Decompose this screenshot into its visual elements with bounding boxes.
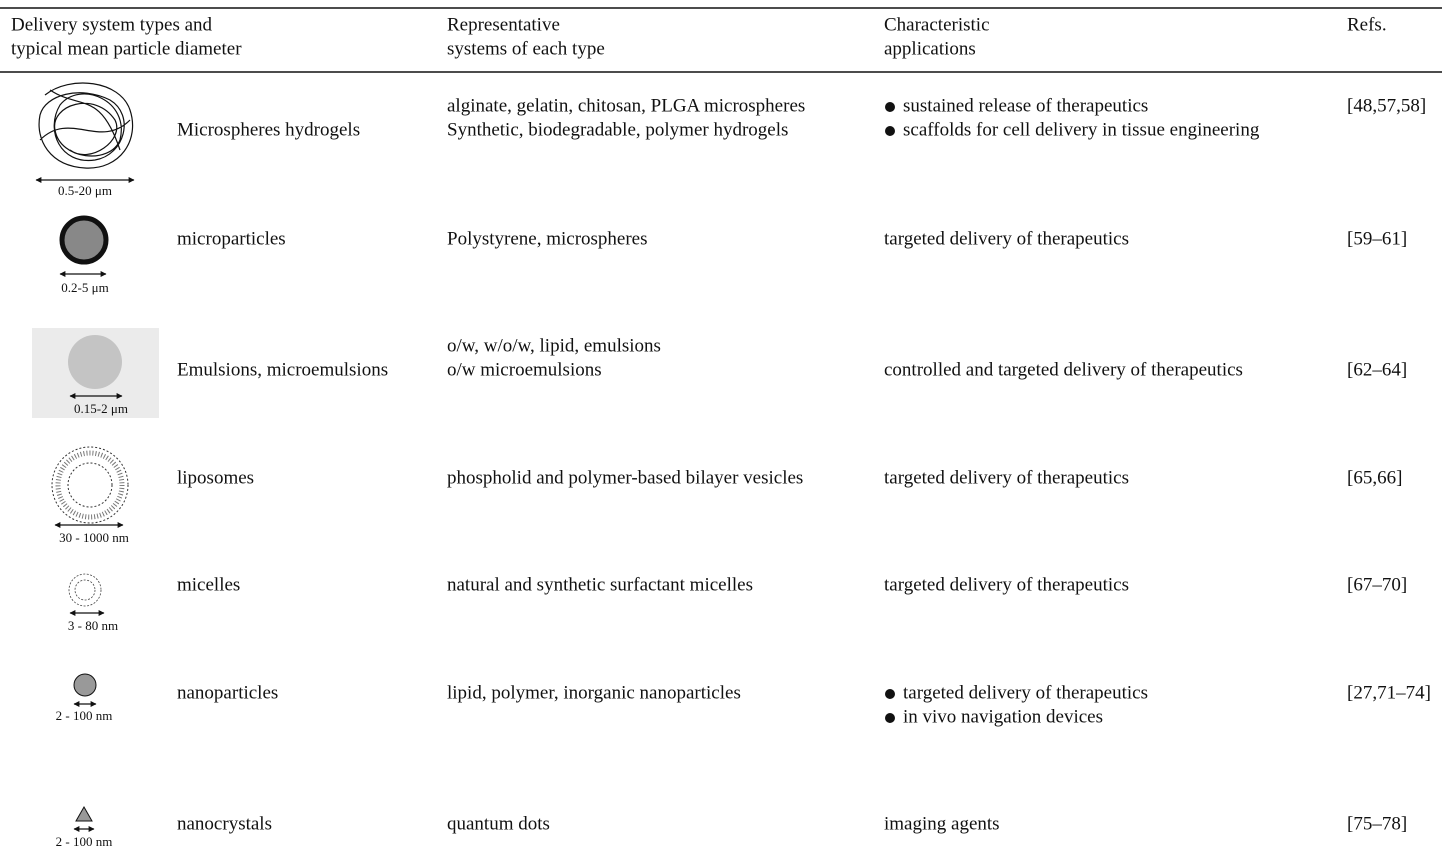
system-example: Polystyrene, microspheres bbox=[447, 228, 648, 249]
system-type: Microspheres hydrogels bbox=[177, 119, 360, 140]
icon-emulsion bbox=[32, 328, 159, 418]
system-example: o/w microemulsions bbox=[447, 359, 602, 380]
refs: [27,71–74] bbox=[1347, 682, 1431, 703]
system-example: o/w, w/o/w, lipid, emulsions bbox=[447, 335, 661, 356]
size-label: 0.5-20 μm bbox=[58, 183, 112, 198]
icon-liposome bbox=[51, 446, 129, 528]
application: targeted delivery of therapeutics bbox=[884, 228, 1129, 249]
system-type: micelles bbox=[177, 574, 240, 595]
system-type: Emulsions, microemulsions bbox=[177, 359, 388, 380]
system-example: Synthetic, biodegradable, polymer hydrog… bbox=[447, 119, 788, 140]
application: scaffolds for cell delivery in tissue en… bbox=[903, 119, 1260, 140]
bullet bbox=[885, 102, 895, 112]
header-text: typical mean particle diameter bbox=[11, 38, 242, 59]
system-type: liposomes bbox=[177, 467, 254, 488]
icon-nanocrystal bbox=[73, 805, 95, 832]
system-type: nanoparticles bbox=[177, 682, 278, 703]
application: targeted delivery of therapeutics bbox=[903, 682, 1148, 703]
size-label: 0.2-5 μm bbox=[61, 280, 108, 295]
icon-microparticle bbox=[59, 215, 109, 277]
bullet bbox=[885, 689, 895, 699]
refs: [67–70] bbox=[1347, 574, 1407, 595]
icon-nanoparticle bbox=[73, 673, 97, 707]
header-text: systems of each type bbox=[447, 38, 605, 59]
system-type: microparticles bbox=[177, 228, 286, 249]
system-type: nanocrystals bbox=[177, 813, 272, 834]
system-example: phospholid and polymer-based bilayer ves… bbox=[447, 467, 803, 488]
size-label: 30 - 1000 nm bbox=[59, 530, 129, 545]
system-example: lipid, polymer, inorganic nanoparticles bbox=[447, 682, 741, 703]
application: in vivo navigation devices bbox=[903, 706, 1103, 727]
refs: [48,57,58] bbox=[1347, 95, 1426, 116]
header-text: Delivery system types and bbox=[11, 14, 213, 35]
system-example: natural and synthetic surfactant micelle… bbox=[447, 574, 753, 595]
bullet bbox=[885, 713, 895, 723]
application: imaging agents bbox=[884, 813, 1000, 834]
header-text: applications bbox=[884, 38, 976, 59]
header-text: Characteristic bbox=[884, 14, 990, 35]
size-label: 2 - 100 nm bbox=[56, 834, 113, 849]
system-example: quantum dots bbox=[447, 813, 550, 834]
size-label: 0.15-2 μm bbox=[74, 401, 128, 416]
bullet bbox=[885, 126, 895, 136]
application: targeted delivery of therapeutics bbox=[884, 574, 1129, 595]
refs: [75–78] bbox=[1347, 813, 1407, 834]
header-text: Refs. bbox=[1347, 14, 1387, 35]
size-label: 3 - 80 nm bbox=[68, 618, 118, 633]
refs: [59–61] bbox=[1347, 228, 1407, 249]
refs: [62–64] bbox=[1347, 359, 1407, 380]
size-label: 2 - 100 nm bbox=[56, 708, 113, 723]
icon-micelle bbox=[68, 573, 105, 616]
application: targeted delivery of therapeutics bbox=[884, 467, 1129, 488]
header-text: Representative bbox=[447, 14, 560, 35]
application: controlled and targeted delivery of ther… bbox=[884, 359, 1243, 380]
icon-microspheres bbox=[35, 82, 135, 183]
refs: [65,66] bbox=[1347, 467, 1402, 488]
system-example: alginate, gelatin, chitosan, PLGA micros… bbox=[447, 95, 805, 116]
application: sustained release of therapeutics bbox=[903, 95, 1148, 116]
